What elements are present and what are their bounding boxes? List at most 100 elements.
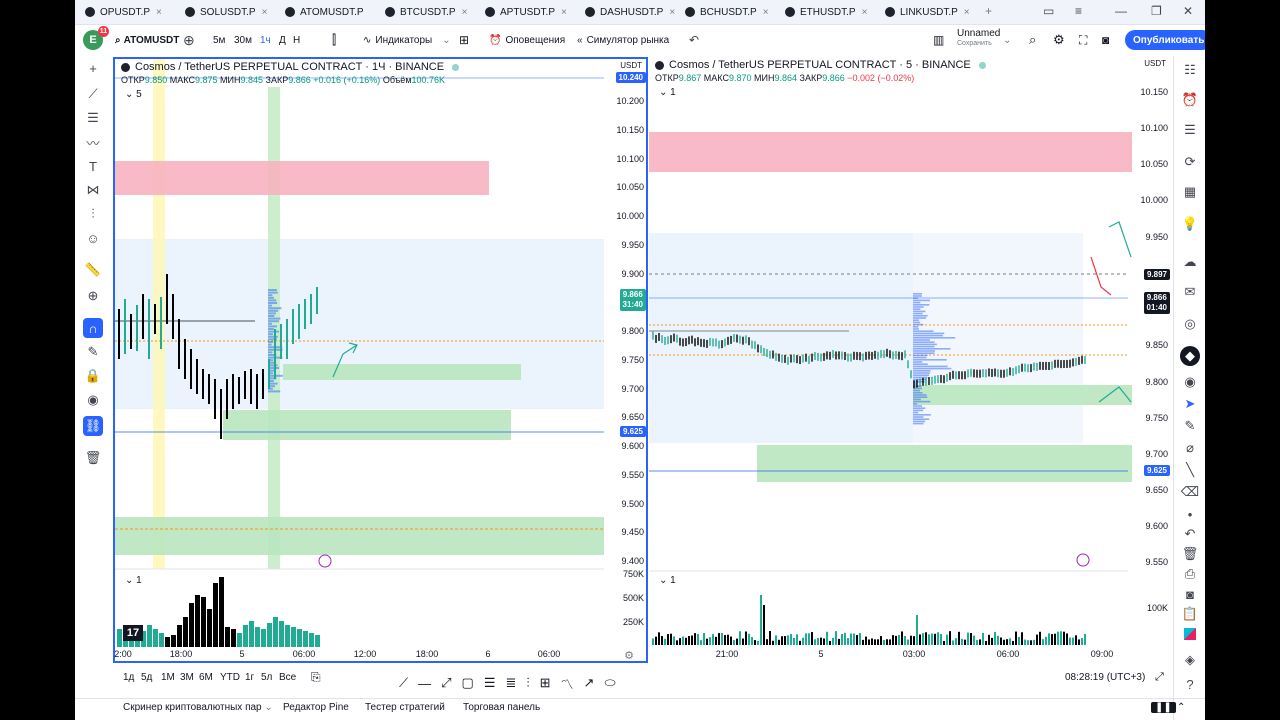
replay-button[interactable]: «Симулятор рынка bbox=[577, 34, 670, 46]
horizontal-lines-icon[interactable]: ☰ bbox=[87, 110, 99, 125]
tab-screener[interactable]: Скринер криптовалютных пар ⌄ bbox=[123, 702, 273, 713]
fib-icon[interactable]: ☰ bbox=[483, 675, 496, 690]
range-1y[interactable]: 1г bbox=[245, 672, 255, 683]
indicators-collapse[interactable]: ⌄ 5 bbox=[125, 89, 142, 100]
price-axis-5m[interactable]: USDT 10.150 10.100 10.050 10.000 9.950 9.850 9… bbox=[1128, 57, 1172, 663]
volume-collapse[interactable]: ⌄ 1 bbox=[125, 575, 142, 586]
streams-icon[interactable]: ◎ bbox=[1184, 316, 1196, 331]
symbol-search[interactable]: ⌕ ATOMUSDT bbox=[115, 34, 180, 46]
time-axis-1h[interactable]: 2:00 18:00 5 06:00 12:00 18:00 6 06:00 bbox=[114, 647, 604, 663]
interval-1h[interactable]: 1ч bbox=[260, 34, 271, 46]
layout-select-icon[interactable]: ▥ bbox=[933, 33, 945, 47]
tab-ethusdt[interactable]: ETHUSDT.P × bbox=[785, 3, 867, 21]
tab-solusdt[interactable]: SOLUSDT.P × bbox=[185, 3, 267, 21]
collapse-panel-icon[interactable]: ⌃ bbox=[1177, 702, 1186, 713]
close-icon[interactable]: × bbox=[156, 6, 162, 18]
prediction-icon[interactable]: ⫶ bbox=[91, 206, 95, 221]
cloud-icon[interactable]: ☁ bbox=[1183, 254, 1197, 269]
horizontal-line-icon[interactable]: — bbox=[418, 675, 432, 691]
hotlist-icon[interactable]: ⟳ bbox=[1184, 154, 1196, 169]
undo-icon[interactable]: ↶ bbox=[1184, 526, 1196, 541]
tab-atomusdt[interactable]: ATOMUSDT.P bbox=[285, 3, 364, 21]
chart-pane-5m[interactable]: Cosmos / TetherUS PERPETUAL CONTRACT · 5… bbox=[649, 57, 1172, 663]
link-icon[interactable]: ⛓ bbox=[83, 416, 103, 436]
interval-5m[interactable]: 5м bbox=[213, 34, 226, 46]
close-icon[interactable]: × bbox=[963, 6, 970, 18]
publish-button[interactable]: Опубликовать bbox=[1125, 30, 1205, 50]
camera-icon[interactable]: ◙ bbox=[1102, 33, 1110, 47]
zoom-in-icon[interactable]: ⊕ bbox=[87, 288, 99, 303]
range-5y[interactable]: 5л bbox=[261, 672, 273, 683]
eye-icon[interactable]: ◉ bbox=[1184, 374, 1196, 389]
templates-icon[interactable]: ⊞ bbox=[459, 33, 470, 47]
watchlist-icon[interactable]: ☷ bbox=[1184, 62, 1196, 77]
tab-aptusdt[interactable]: APTUSDT.P × bbox=[485, 3, 567, 21]
user-menu[interactable]: E 11 bbox=[83, 26, 109, 50]
range-1d[interactable]: 1д bbox=[123, 672, 135, 683]
indicators-button[interactable]: ∿ Индикаторы ⌄ bbox=[363, 34, 451, 46]
chart-canvas-5m[interactable] bbox=[649, 57, 1172, 663]
gear-icon[interactable]: ⚙ bbox=[1053, 32, 1065, 47]
minimize-icon[interactable]: — bbox=[1115, 4, 1127, 18]
alarm-clock-icon[interactable]: ⏰ bbox=[1181, 92, 1199, 107]
range-all[interactable]: Все bbox=[279, 672, 297, 683]
range-5d[interactable]: 5д bbox=[141, 672, 153, 683]
chat-icon[interactable]: ✉ bbox=[1184, 284, 1196, 299]
layout-icon[interactable]: ▭ bbox=[1043, 4, 1055, 18]
data-window-icon[interactable]: ☰ bbox=[1184, 122, 1196, 137]
arrow-icon[interactable]: ↗ bbox=[583, 675, 595, 690]
gann-box-icon[interactable]: ⊞ bbox=[539, 675, 551, 690]
eye-icon[interactable]: ◉ bbox=[87, 392, 99, 407]
chart-canvas-1h[interactable] bbox=[115, 59, 646, 661]
interval-d[interactable]: Д bbox=[279, 34, 286, 46]
cursor-icon[interactable]: ➤ bbox=[1184, 396, 1196, 411]
tab-trading-panel[interactable]: Торговая панель bbox=[463, 702, 541, 713]
pine-icon[interactable]: ◆ bbox=[1180, 346, 1200, 366]
lock-icon[interactable]: 🔒 bbox=[84, 368, 102, 383]
range-6m[interactable]: 6М bbox=[199, 672, 213, 683]
circle-icon[interactable]: ⬭ bbox=[604, 675, 616, 690]
time-axis-5m[interactable]: 21:00 5 03:00 06:00 09:00 bbox=[649, 647, 1128, 663]
chevron-down-icon[interactable]: ⌄ bbox=[1003, 34, 1012, 46]
close-icon[interactable]: × bbox=[762, 6, 769, 18]
interval-w[interactable]: Н bbox=[293, 34, 301, 46]
text-icon[interactable]: T bbox=[89, 158, 97, 174]
trash-icon[interactable]: 🗑 bbox=[84, 450, 102, 465]
fullscreen-icon[interactable]: ⛶ bbox=[1079, 32, 1088, 47]
trash-icon[interactable]: 🗑 bbox=[1181, 546, 1199, 561]
tab-pine-editor[interactable]: Редактор Pine bbox=[283, 702, 349, 713]
printer-icon[interactable]: ⎙ bbox=[1184, 566, 1196, 581]
layout-name[interactable]: Unnamed Сохранить bbox=[957, 28, 1001, 48]
range-3m[interactable]: 3М bbox=[180, 672, 194, 683]
pause-icon[interactable]: ❚❚ bbox=[1151, 702, 1176, 713]
marker-icon[interactable]: ⌀ bbox=[1186, 440, 1194, 455]
volume-collapse[interactable]: ⌄ 1 bbox=[659, 575, 676, 586]
new-tab-plus-icon[interactable]: + bbox=[985, 4, 993, 18]
color-palette-icon[interactable] bbox=[1180, 624, 1200, 644]
pattern-icon[interactable]: ⋈ bbox=[86, 182, 100, 197]
crosshair-icon[interactable]: + bbox=[89, 60, 97, 76]
line-tool-icon[interactable]: ╲ bbox=[1186, 462, 1194, 477]
close-icon[interactable]: × bbox=[669, 6, 676, 18]
line-icon[interactable]: ⟋ bbox=[399, 675, 409, 690]
tab-linkusdt[interactable]: LINKUSDT.P × bbox=[885, 3, 970, 21]
close-icon[interactable]: × bbox=[561, 6, 567, 18]
clipboard-icon[interactable]: 📋 bbox=[1181, 606, 1199, 621]
trend-line-icon[interactable]: ⟋ bbox=[88, 86, 98, 101]
currency-label[interactable]: USDT bbox=[620, 61, 642, 70]
dot-icon[interactable]: • bbox=[1187, 506, 1193, 522]
layers-icon[interactable]: ◈ bbox=[1185, 652, 1195, 667]
trend-angle-icon[interactable]: ⤢ bbox=[441, 675, 452, 690]
chart-pane-1h[interactable]: Cosmos / TetherUS PERPETUAL CONTRACT · 1… bbox=[113, 57, 648, 663]
tab-dashusdt[interactable]: DASHUSDT.P × bbox=[585, 3, 675, 21]
pencil-lock-icon[interactable]: ✎ bbox=[87, 344, 99, 359]
ideas-icon[interactable]: 💡 bbox=[1181, 216, 1199, 231]
tab-btcusdt[interactable]: BTCUSDT.P × bbox=[385, 3, 467, 21]
compare-plus-icon[interactable]: ⊕ bbox=[183, 31, 195, 48]
brush-icon[interactable]: 〰 bbox=[86, 135, 100, 151]
alerts-button[interactable]: ⏰ Оповещения bbox=[489, 34, 566, 46]
avatar[interactable]: E 11 bbox=[83, 26, 109, 50]
tab-opusdt[interactable]: OPUSDT.P × bbox=[85, 3, 162, 21]
rectangle-icon[interactable]: ▢ bbox=[461, 675, 474, 690]
parallel-channel-icon[interactable]: ≣ bbox=[505, 675, 517, 690]
